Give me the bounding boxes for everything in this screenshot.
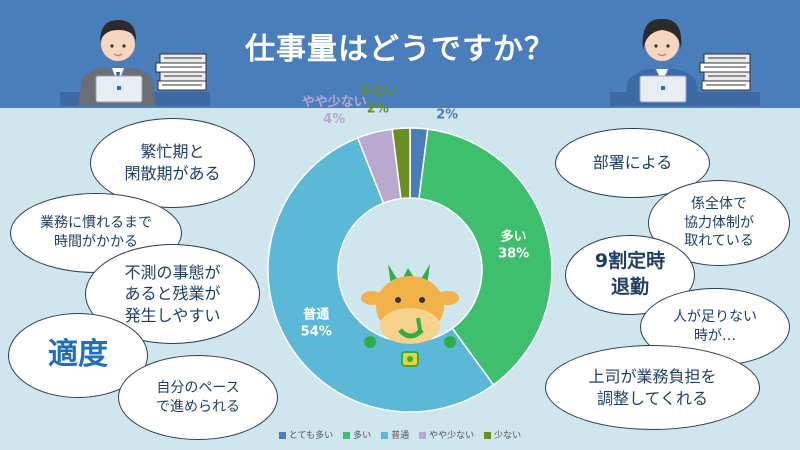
comment-bubble: 不測の事態が あると残業が 発生しやすい <box>85 244 260 344</box>
legend-swatch <box>278 432 286 439</box>
slice-category-label: 多い <box>501 228 527 244</box>
comment-text: 繁忙期と 閑散期がある <box>124 142 221 183</box>
legend-item: 普通 <box>381 428 409 441</box>
legend-label: とても多い <box>288 431 334 441</box>
comment-bubble: 自分のペース で進められる <box>118 355 278 440</box>
comment-text: 自分のペース で進められる <box>156 379 240 415</box>
comment-text: 人が足りない 時が… <box>673 309 757 344</box>
legend-item: やや少ない <box>419 428 474 441</box>
cow-mascot-icon <box>361 264 459 367</box>
slice-category-label: やや少ない <box>302 94 367 110</box>
comment-text: 適度 <box>48 337 108 373</box>
comment-text: 係全体で 協力体制が 取れている <box>684 195 754 250</box>
legend-label: やや少ない <box>429 431 475 441</box>
office-worker-male-icon <box>60 20 210 106</box>
legend-swatch <box>484 432 492 439</box>
comment-text: 不測の事態が あると残業が 発生しやすい <box>124 262 221 325</box>
slice-value-label: 38% <box>498 246 529 261</box>
donut-slice-2 <box>418 128 553 386</box>
slice-value-label: 4% <box>323 112 345 127</box>
office-worker-female-icon <box>610 18 760 106</box>
donut-slice-3 <box>267 136 495 413</box>
comment-text: 上司が業務負担を 調整してくれる <box>588 366 717 408</box>
legend-swatch <box>343 432 351 439</box>
chart-legend: とても多い 多い 普通 やや少ない 少ない <box>0 428 800 441</box>
comment-text: 業務に慣れるまで 時間がかかる <box>40 215 152 250</box>
legend-label: 普通 <box>391 431 410 441</box>
legend-label: 少ない <box>494 431 522 441</box>
comment-bubble: 適度 <box>8 313 148 398</box>
comment-bubble: 業務に慣れるまで 時間がかかる <box>10 193 182 273</box>
comment-text: 部署による <box>592 153 673 173</box>
legend-label: 多い <box>353 431 372 441</box>
page-title: 仕事量はどうですか？ <box>245 32 555 67</box>
header-banner: 仕事量はどうですか？ <box>0 0 800 108</box>
comment-bubble: 繁忙期と 閑散期がある <box>90 118 255 208</box>
slice-category-label: 少ない <box>357 83 397 99</box>
legend-item: 少ない <box>484 428 521 441</box>
donut-slice-5 <box>391 127 411 200</box>
slice-value-label: 2% <box>436 107 458 122</box>
slice-category-label: 普通 <box>303 307 329 323</box>
legend-item: 多い <box>343 428 371 441</box>
legend-item: とても多い <box>278 428 334 441</box>
slice-value-label: 2% <box>367 101 389 116</box>
slice-category-label: とても多い <box>415 89 479 105</box>
legend-swatch <box>381 432 389 439</box>
comment-text: 9割定時 退勤 <box>594 250 666 298</box>
slice-value-label: 54% <box>301 325 332 340</box>
comment-bubble: 上司が業務負担を 調整してくれる <box>545 345 760 430</box>
legend-swatch <box>419 432 427 439</box>
